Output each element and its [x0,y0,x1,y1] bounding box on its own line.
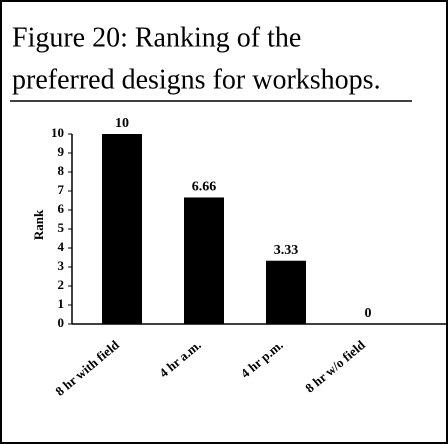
y-tick-label: 0 [58,315,65,330]
y-tick-label: 9 [58,144,65,159]
chart-title: Figure 20: Ranking of the [12,22,301,53]
y-tick-label: 6 [58,201,65,216]
y-tick-label: 2 [58,277,65,292]
bar [184,197,224,324]
bar [102,134,142,324]
value-label: 10 [115,116,129,131]
bar [266,260,306,324]
y-tick-label: 10 [51,125,64,140]
y-tick-label: 7 [58,182,65,197]
value-label: 0 [365,306,372,321]
y-tick-label: 1 [58,296,65,311]
chart-title: preferred designs for workshops. [12,64,381,95]
y-tick-label: 4 [58,239,65,254]
value-label: 3.33 [274,243,299,258]
y-tick-label: 5 [58,220,65,235]
y-tick-label: 3 [58,258,65,273]
value-label: 6.66 [192,180,217,195]
y-axis-label: Rank [31,209,46,240]
y-tick-label: 8 [58,163,65,178]
